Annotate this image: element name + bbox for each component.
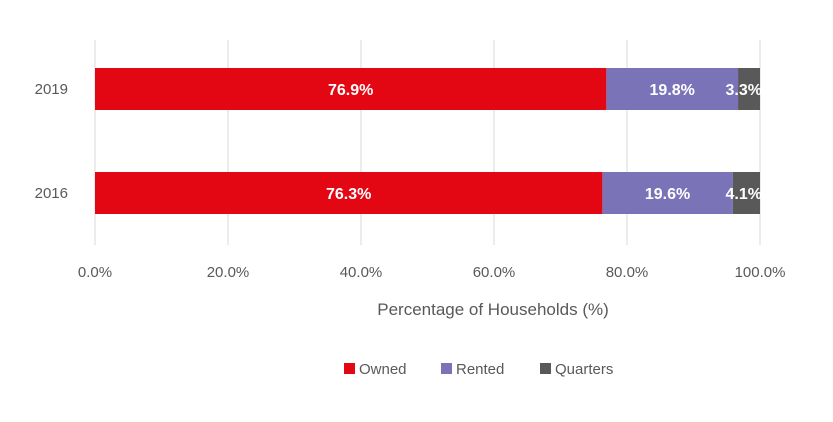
bars (95, 68, 760, 214)
x-tick-label: 60.0% (473, 264, 516, 281)
x-tick-label: 80.0% (606, 264, 649, 281)
data-label: 76.3% (326, 186, 371, 203)
data-label: 76.9% (328, 82, 373, 99)
legend-swatch (344, 363, 355, 374)
x-tick-label: 20.0% (207, 264, 250, 281)
bar-owned-2016 (95, 172, 603, 214)
legend-label: Owned (359, 361, 407, 378)
x-tick-labels: 0.0% 20.0% 40.0% 60.0% 80.0% 100.0% (78, 264, 786, 281)
data-label: 4.1% (726, 186, 762, 203)
x-axis-title: Percentage of Households (%) (377, 300, 609, 319)
x-tick-label: 0.0% (78, 264, 112, 281)
data-label: 19.6% (645, 186, 690, 203)
category-label: 2019 (35, 81, 68, 98)
category-labels: 2019 2016 (35, 81, 68, 202)
legend-swatch (540, 363, 551, 374)
x-tick-label: 100.0% (735, 264, 786, 281)
data-label: 3.3% (726, 82, 762, 99)
legend-label: Rented (456, 361, 504, 378)
data-label: 19.8% (650, 82, 695, 99)
category-label: 2016 (35, 185, 68, 202)
bar-quarters-2019 (738, 68, 760, 110)
bar-owned-2019 (95, 68, 607, 110)
data-labels: 76.9% 19.8% 3.3% 76.3% 19.6% 4.1% (326, 82, 762, 203)
legend-label: Quarters (555, 361, 613, 378)
bar-quarters-2016 (732, 172, 760, 214)
legend-swatch (441, 363, 452, 374)
x-tick-label: 40.0% (340, 264, 383, 281)
legend: Owned Rented Quarters (344, 361, 613, 378)
bar-rented-2016 (602, 172, 733, 214)
bar-rented-2019 (606, 68, 739, 110)
